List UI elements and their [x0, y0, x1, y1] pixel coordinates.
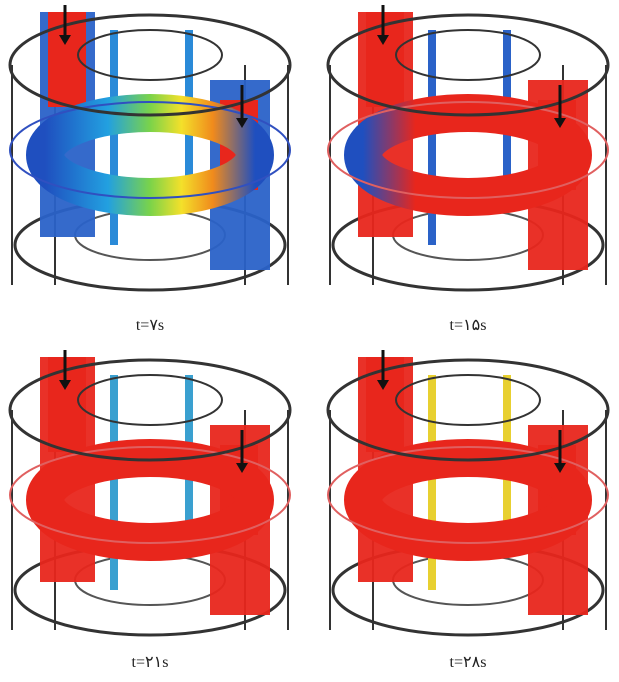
cylinder-top-inner — [395, 374, 541, 426]
cylinder-top-inner — [77, 374, 223, 426]
panel: t=۲۱s — [8, 350, 292, 671]
cylinder-top-inner — [77, 29, 223, 81]
cylinder-middle — [9, 101, 291, 199]
flow-sheet-top — [48, 357, 86, 452]
flow-strip — [428, 30, 436, 245]
flow-sheet-top — [48, 12, 86, 107]
panel-caption: t=۲۱s — [132, 654, 169, 671]
panel-caption: t=۱۵s — [450, 317, 487, 334]
flow-strip — [110, 375, 118, 590]
panel-caption: t=۲۸s — [450, 654, 487, 671]
inlet-arrow-head — [59, 35, 71, 45]
cylinder-bottom-inner — [74, 554, 226, 606]
inlet-arrow-head — [554, 118, 566, 128]
panel: t=۱۵s — [326, 5, 610, 334]
inlet-arrow-head — [236, 118, 248, 128]
cylinder-bottom-inner — [392, 209, 544, 261]
inlet-arrow-head — [377, 35, 389, 45]
panel: t=۲۸s — [326, 350, 610, 671]
inlet-arrow-head — [236, 463, 248, 473]
cylinder-top — [326, 13, 610, 117]
panel-caption: t=۷s — [136, 317, 164, 334]
cylinder-bottom-inner — [392, 554, 544, 606]
cylinder-middle — [9, 446, 291, 544]
inlet-arrow-head — [377, 380, 389, 390]
cylinder-bottom-inner — [74, 209, 226, 261]
cylinder-middle — [327, 446, 609, 544]
cylinder-middle — [327, 101, 609, 199]
cylinder-top — [8, 358, 292, 462]
flow-strip — [428, 375, 436, 590]
cylinder-top — [8, 13, 292, 117]
flow-strip — [110, 30, 118, 245]
inlet-arrow-head — [554, 463, 566, 473]
flow-sheet-top — [366, 12, 404, 107]
cylinder-top-inner — [395, 29, 541, 81]
panel: t=۷s — [8, 5, 292, 334]
inlet-arrow-head — [59, 380, 71, 390]
cylinder-top — [326, 358, 610, 462]
flow-sheet-top — [366, 357, 404, 452]
